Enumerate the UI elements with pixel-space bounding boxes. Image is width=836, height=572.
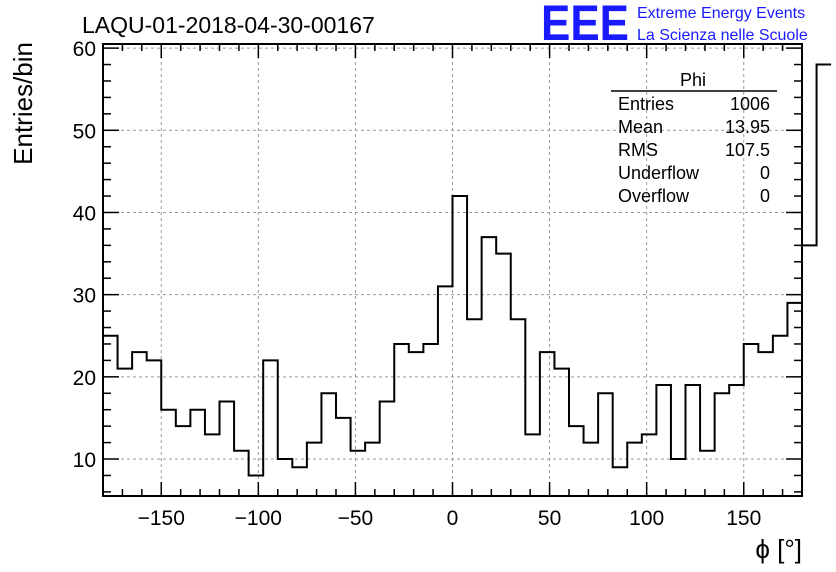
chart-title: LAQU-01-2018-04-30-00167: [82, 12, 375, 38]
stats-label: Entries: [618, 94, 674, 114]
stats-box: Phi Entries 1006 Mean 13.95 RMS 107.5 Underflo…: [611, 70, 777, 206]
stats-label: Overflow: [618, 186, 690, 206]
y-tick-label: 30: [73, 285, 96, 308]
y-tick-label: 20: [73, 367, 96, 390]
stats-value: 0: [760, 163, 770, 183]
y-axis-title: Entries/bin: [8, 42, 38, 165]
stats-label: Underflow: [618, 163, 700, 183]
y-tick-label: 50: [73, 120, 96, 143]
y-tick-labels: 10 20 30 40 50 60: [73, 38, 96, 472]
stats-label: Mean: [618, 117, 663, 137]
axis-ticks: [102, 44, 803, 496]
stats-rows: Entries 1006 Mean 13.95 RMS 107.5 Underflow 0 Ov…: [618, 94, 770, 206]
y-tick-label: 60: [73, 38, 96, 61]
logo-mark: EEE: [541, 0, 629, 51]
x-tick-label: −150: [138, 507, 185, 530]
stats-label: RMS: [618, 140, 658, 160]
x-axis-title: ϕ [°]: [755, 534, 802, 564]
logo-line2: La Scienza nelle Scuole: [637, 27, 808, 44]
stats-value: 0: [760, 186, 770, 206]
x-tick-label: −100: [235, 507, 282, 530]
x-tick-label: 150: [726, 507, 761, 530]
x-tick-label: 100: [629, 507, 664, 530]
stats-value: 13.95: [725, 117, 770, 137]
y-tick-label: 40: [73, 202, 96, 225]
eee-logo: EEE Extreme Energy Events La Scienza nel…: [541, 0, 808, 51]
stats-value: 1006: [730, 94, 770, 114]
x-tick-label: 0: [447, 507, 459, 530]
logo-line1: Extreme Energy Events: [637, 5, 805, 22]
x-tick-label: 50: [538, 507, 561, 530]
stats-value: 107.5: [725, 140, 770, 160]
stats-title: Phi: [680, 70, 706, 90]
histogram-series: [103, 63, 832, 477]
x-tick-labels: −150 −100 −50 0 50 100 150: [138, 507, 762, 530]
y-tick-label: 10: [73, 449, 96, 472]
x-tick-label: −50: [338, 507, 374, 530]
